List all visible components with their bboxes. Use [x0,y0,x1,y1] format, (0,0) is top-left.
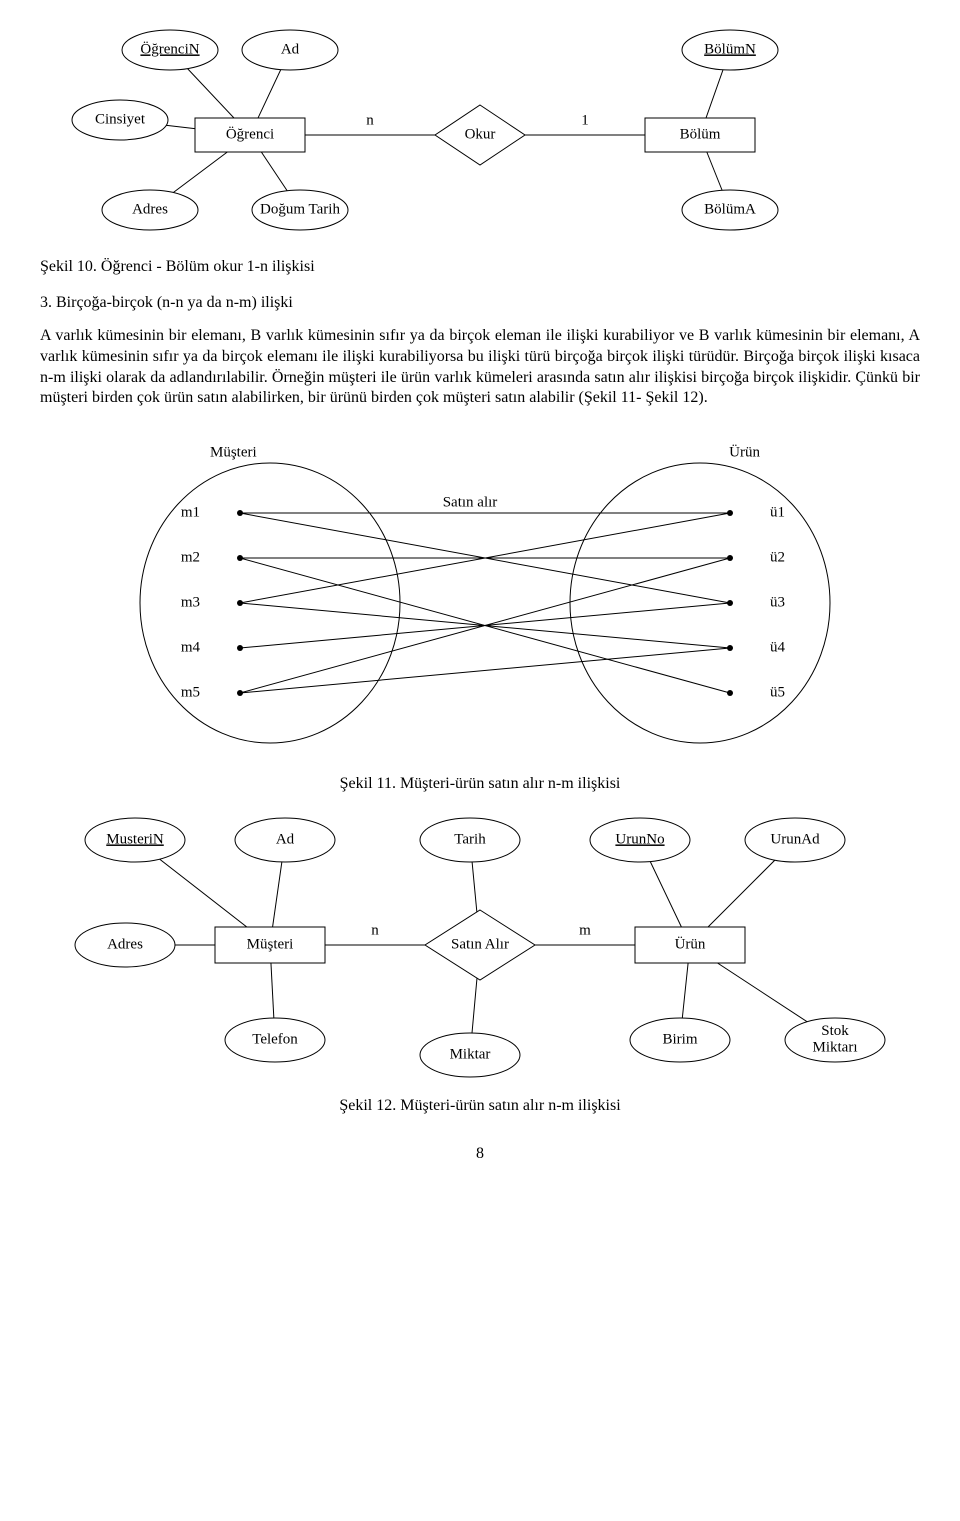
svg-text:Cinsiyet: Cinsiyet [95,111,146,127]
svg-text:ü4: ü4 [770,640,786,656]
svg-text:ü2: ü2 [770,550,785,566]
svg-text:Satın alır: Satın alır [443,495,498,511]
svg-text:m: m [579,923,591,939]
page-number: 8 [40,1145,920,1163]
figure-11-caption: Şekil 11. Müşteri-ürün satın alır n-m il… [40,775,920,793]
body-paragraph: A varlık kümesinin bir elemanı, B varlık… [40,326,920,409]
er-diagram-ogrenci-bolum: ÖğrenciN Ad Cinsiyet Adres Doğum Tarih BölümN… [40,20,920,250]
set-mapping-diagram: Müşteri Ürün Satın alır m1 m2 m3 m4 m5 ü1 ü2 ü3 ü4 ü… [40,423,920,763]
svg-text:Birim: Birim [662,1032,697,1048]
svg-text:Ad: Ad [281,41,300,57]
figure-12-caption: Şekil 12. Müşteri-ürün satın alır n-m il… [40,1097,920,1115]
svg-text:ü3: ü3 [770,595,785,611]
svg-text:n: n [371,923,379,939]
svg-text:UrunNo: UrunNo [615,832,664,848]
svg-text:BölümA: BölümA [704,201,756,217]
svg-text:Tarih: Tarih [454,832,486,848]
svg-text:Miktar: Miktar [450,1047,491,1063]
svg-text:UrunAd: UrunAd [770,832,820,848]
svg-text:ü1: ü1 [770,505,785,521]
svg-text:Adres: Adres [132,201,168,217]
figure-10-caption: Şekil 10. Öğrenci - Bölüm okur 1-n ilişk… [40,258,920,276]
svg-text:Adres: Adres [107,937,143,953]
svg-text:Telefon: Telefon [252,1032,298,1048]
svg-text:Müşteri: Müşteri [210,445,257,461]
svg-text:m2: m2 [181,550,200,566]
svg-text:ÖğrenciN: ÖğrenciN [140,40,199,57]
svg-text:Doğum Tarih: Doğum Tarih [260,201,340,217]
svg-text:Ürün: Ürün [675,936,706,953]
svg-text:Ad: Ad [276,832,295,848]
svg-text:Okur: Okur [465,126,496,142]
svg-text:m4: m4 [181,640,201,656]
svg-text:m1: m1 [181,505,200,521]
section-heading: 3. Birçoğa-birçok (n-n ya da n-m) ilişki [40,294,920,312]
svg-text:m5: m5 [181,685,200,701]
svg-text:MusteriN: MusteriN [106,832,164,848]
svg-text:Müşteri: Müşteri [247,937,294,953]
svg-text:Ürün: Ürün [729,444,760,461]
svg-text:Öğrenci: Öğrenci [226,125,274,142]
svg-text:Bölüm: Bölüm [680,126,721,142]
svg-text:n: n [366,112,374,128]
er-diagram-musteri-urun: MusteriN Ad Adres Telefon Tarih Miktar UrunNo U… [40,805,920,1085]
svg-text:1: 1 [581,112,589,128]
svg-text:BölümN: BölümN [704,41,756,57]
svg-text:m3: m3 [181,595,200,611]
svg-text:ü5: ü5 [770,685,785,701]
svg-text:Satın Alır: Satın Alır [451,937,509,953]
